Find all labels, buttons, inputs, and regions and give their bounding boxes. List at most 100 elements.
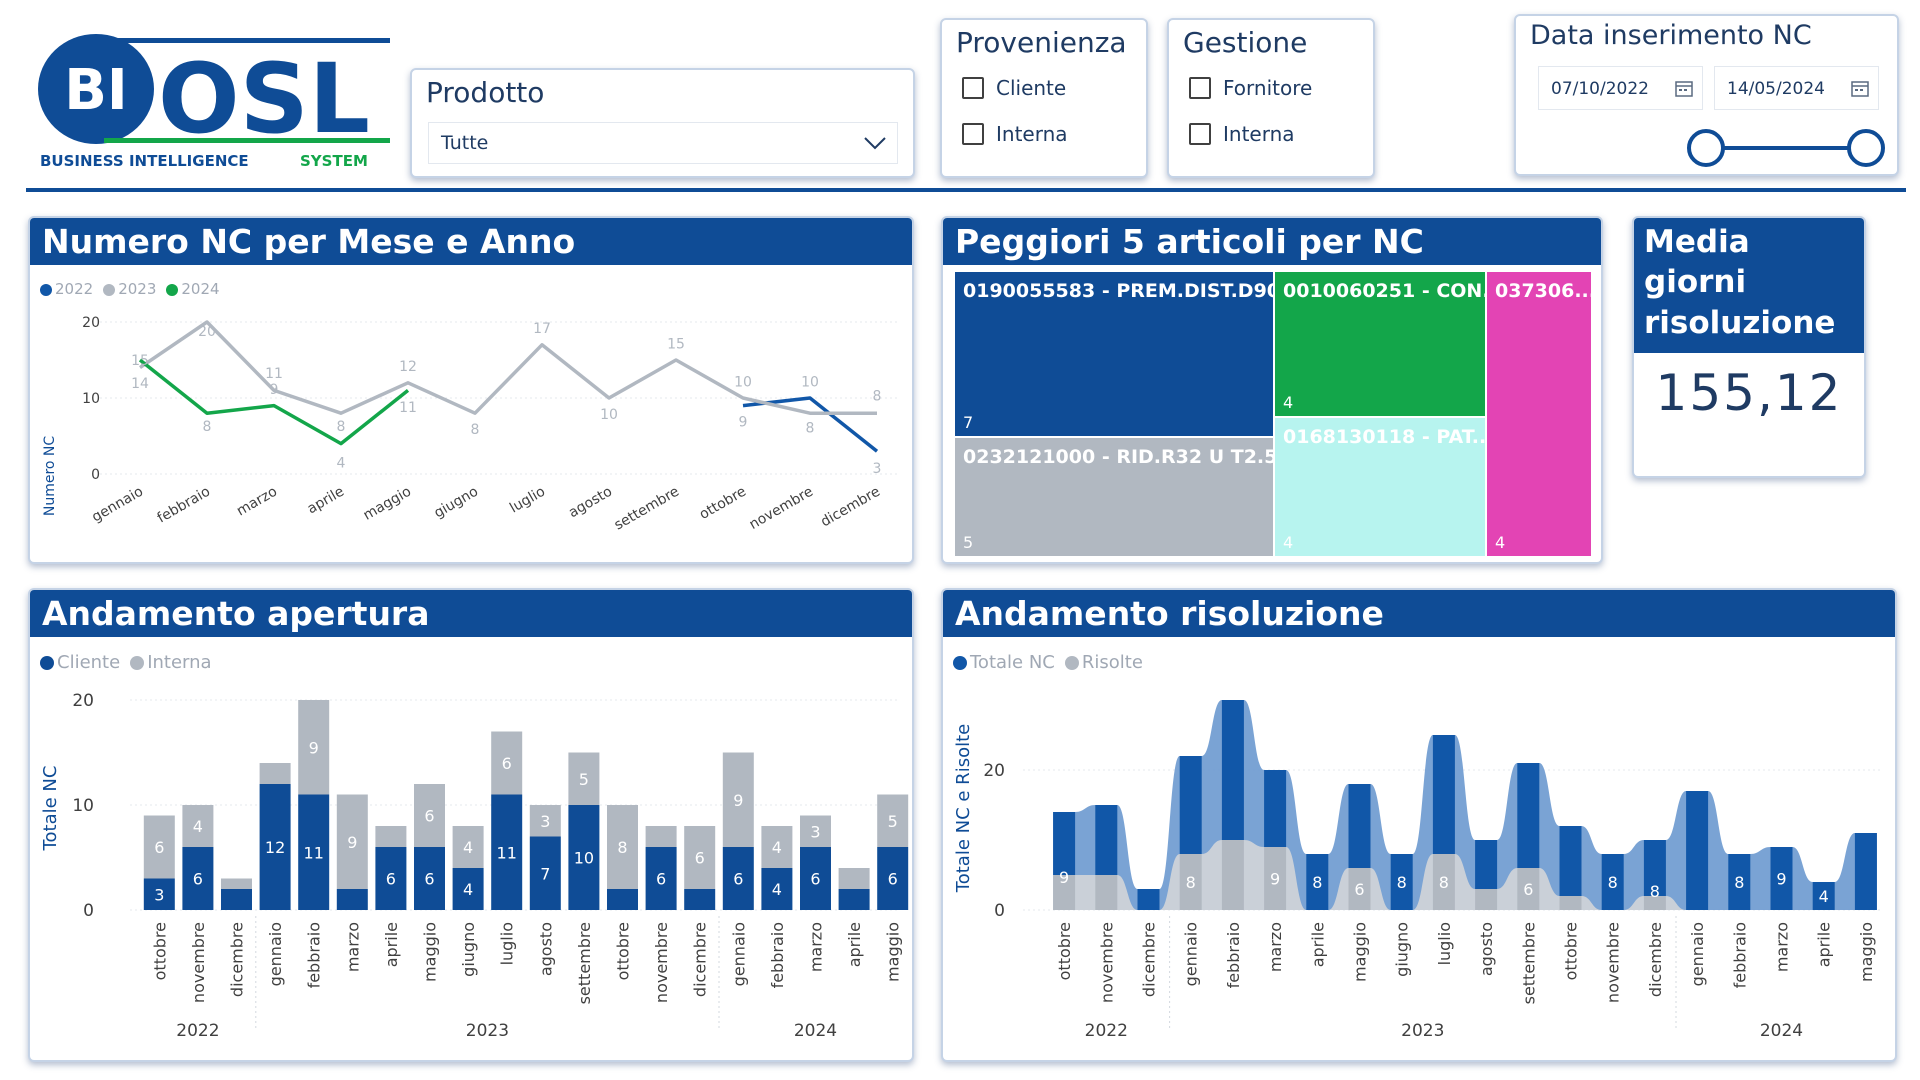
x-tick-label: giugno (459, 922, 478, 977)
logo-bi: BI (64, 58, 128, 123)
bar-interna (800, 815, 831, 847)
treemap-tile[interactable]: 0190055583 - PREM.DIST.D90... 7 (955, 272, 1302, 436)
y-tick-label: 10 (82, 391, 100, 407)
company-logo: BI OSL BUSINESS INTELLIGENCE SYSTEM (38, 34, 390, 170)
data-inserimento-slicer: Data inserimento NC 07/10/2022 14/05/202… (1514, 14, 1899, 176)
area-chart-title: Andamento risoluzione (943, 590, 1895, 637)
bar-cliente (645, 847, 677, 910)
bar-label: 9 (1059, 868, 1069, 887)
bar-risolte (1348, 868, 1371, 910)
bar-interna (452, 826, 484, 868)
treemap-panel: Peggiori 5 articoli per NC 0190055583 - … (941, 216, 1603, 564)
year-label: 2022 (1085, 1021, 1128, 1041)
bar-label: 5 (888, 812, 898, 831)
bar-totale-nc (1559, 826, 1582, 896)
bar-interna (143, 815, 175, 879)
calendar-icon[interactable] (1674, 78, 1694, 98)
header-divider (26, 188, 1906, 192)
bar-interna (182, 805, 214, 847)
legend-label: Interna (147, 652, 212, 673)
prodotto-dropdown[interactable]: Tutte (428, 122, 898, 164)
treemap-tile[interactable]: 0232121000 - RID.R32 U T2.5 5 (955, 438, 1277, 556)
provenienza-option-cliente[interactable]: Cliente (962, 76, 1066, 100)
checkbox[interactable] (962, 123, 984, 145)
date-start-value: 07/10/2022 (1551, 79, 1649, 99)
checkbox[interactable] (962, 77, 984, 99)
bar-label: 11 (304, 843, 324, 862)
y-tick-label: 10 (72, 796, 94, 816)
bar-cliente (877, 847, 909, 910)
bar-interna (375, 826, 407, 847)
bar-label: 4 (463, 880, 473, 899)
date-range-slider[interactable] (1686, 126, 1886, 170)
legend-item[interactable]: Cliente (40, 652, 120, 673)
date-start-input[interactable]: 07/10/2022 (1538, 66, 1703, 110)
x-tick-label: settembre (612, 484, 682, 534)
bar-interna (529, 805, 561, 837)
bar-totale-nc (1053, 812, 1076, 875)
bar-label: 8 (1608, 873, 1618, 892)
x-tick-label: maggio (884, 922, 903, 982)
x-tick-label: ottobre (1562, 922, 1581, 980)
x-tick-label: dicembre (1140, 922, 1159, 997)
risolte-label: 6 (1354, 880, 1364, 899)
bar-chart-legend: Cliente Interna (40, 652, 212, 673)
gestione-option-interna[interactable]: Interna (1189, 122, 1295, 146)
provenienza-option-interna[interactable]: Interna (962, 122, 1068, 146)
legend-item[interactable]: 2022 (40, 280, 93, 298)
bar-label: 9 (347, 833, 357, 852)
data-label: 12 (399, 359, 417, 375)
checkbox[interactable] (1189, 77, 1211, 99)
bar-totale-nc (1432, 735, 1455, 854)
option-label: Interna (1223, 122, 1295, 146)
prodotto-slicer: Prodotto Tutte (410, 68, 915, 178)
x-tick-label: novembre (1604, 922, 1623, 1003)
calendar-icon[interactable] (1850, 78, 1870, 98)
gestione-option-fornitore[interactable]: Fornitore (1189, 76, 1312, 100)
date-end-value: 14/05/2024 (1727, 79, 1825, 99)
treemap-title: Peggiori 5 articoli per NC (943, 218, 1601, 265)
bar-label: 8 (1397, 873, 1407, 892)
treemap-tile[interactable]: 0010060251 - CON... 4 (1275, 272, 1504, 416)
y-tick-label: 20 (983, 761, 1005, 781)
bar-totale-nc (1643, 840, 1666, 896)
bar-cliente (143, 878, 175, 910)
slider-handle-end[interactable] (1847, 129, 1885, 167)
bar-label: 3 (540, 812, 550, 831)
x-tick-label: febbraio (155, 484, 213, 527)
bar-interna (607, 805, 638, 889)
treemap-tile[interactable]: 0168130118 - PAT... 4 (1275, 418, 1493, 556)
date-end-input[interactable]: 14/05/2024 (1714, 66, 1879, 110)
legend-item[interactable]: Interna (130, 652, 212, 673)
slider-handle-start[interactable] (1687, 129, 1725, 167)
legend-item[interactable]: 2024 (166, 280, 220, 298)
checkbox[interactable] (1189, 123, 1211, 145)
treemap-tile[interactable]: 037306... 4 (1487, 272, 1591, 556)
data-inserimento-title: Data inserimento NC (1530, 20, 1812, 51)
year-label: 2022 (176, 1021, 219, 1041)
y-tick-label: 0 (83, 901, 94, 921)
legend-item[interactable]: Risolte (1064, 652, 1143, 673)
x-tick-label: giugno (1393, 922, 1412, 977)
bar-label: 6 (424, 870, 434, 889)
bar-cliente (761, 868, 793, 910)
x-tick-label: maggio (1351, 922, 1370, 982)
legend-item[interactable]: Totale NC (953, 652, 1055, 673)
x-tick-label: febbraio (768, 922, 787, 988)
tile-value: 7 (963, 413, 974, 432)
x-tick-label: gennaio (89, 484, 146, 526)
bar-label: 10 (574, 849, 594, 868)
bar-cliente (375, 847, 407, 910)
bar-risolte (1053, 875, 1076, 910)
x-tick-label: aprile (845, 922, 864, 967)
data-label: 8 (873, 389, 882, 405)
x-tick-label: ottobre (150, 922, 169, 980)
data-label: 10 (600, 407, 618, 423)
data-label: 8 (471, 422, 480, 438)
x-tick-label: luglio (1435, 922, 1454, 965)
legend-item[interactable]: 2023 (103, 280, 156, 298)
data-label: 15 (131, 353, 149, 369)
bar-totale-nc (1221, 700, 1244, 840)
x-tick-label: agosto (566, 484, 615, 522)
provenienza-title: Provenienza (956, 26, 1127, 59)
